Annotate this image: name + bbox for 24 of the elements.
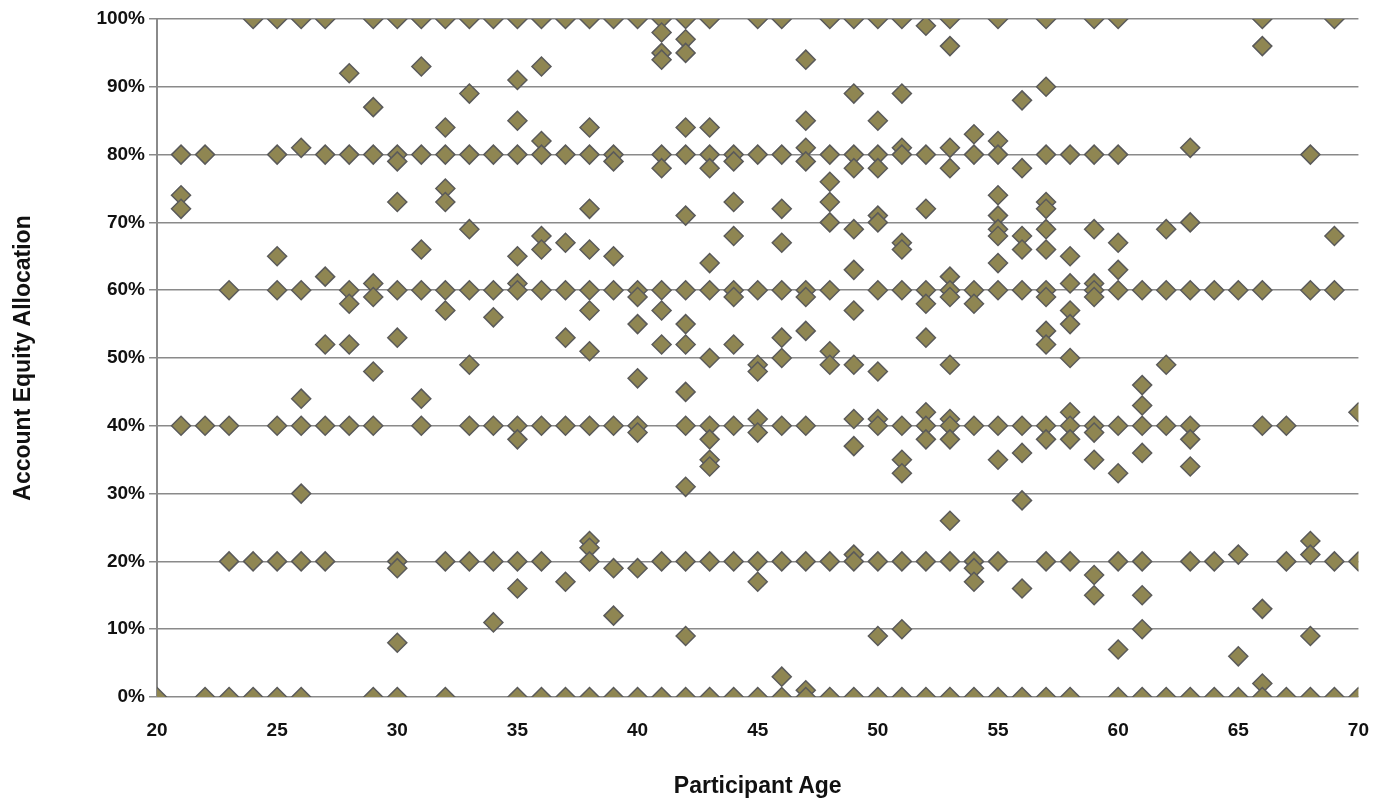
x-tick-label: 40	[627, 718, 649, 740]
y-tick-label: 20%	[106, 549, 146, 571]
x-tick-label: 60	[1107, 718, 1129, 740]
x-tick-label: 45	[747, 718, 769, 740]
x-tick-label: 65	[1227, 718, 1250, 740]
x-tick-label: 20	[146, 718, 168, 740]
y-tick-label: 40%	[106, 414, 146, 436]
y-tick-label: 90%	[106, 75, 146, 97]
x-tick-label: 35	[506, 718, 529, 740]
x-tick-label: 70	[1347, 718, 1369, 740]
y-tick-label: 80%	[106, 142, 146, 164]
y-tick-label: 30%	[106, 481, 146, 503]
y-tick-label: 50%	[106, 346, 146, 368]
y-axis-title: Account Equity Allocation	[9, 215, 36, 501]
y-tick-label: 100%	[96, 7, 146, 29]
y-tick-label: 60%	[106, 278, 146, 300]
x-tick-label: 25	[266, 718, 289, 740]
y-tick-label: 10%	[106, 617, 146, 639]
y-tick-label: 0%	[117, 685, 146, 707]
y-tick-label: 70%	[106, 210, 146, 232]
x-tick-label: 50	[867, 718, 889, 740]
x-tick-label: 30	[386, 718, 408, 740]
x-tick-label: 55	[987, 718, 1009, 740]
x-axis-title: Participant Age	[673, 771, 842, 798]
